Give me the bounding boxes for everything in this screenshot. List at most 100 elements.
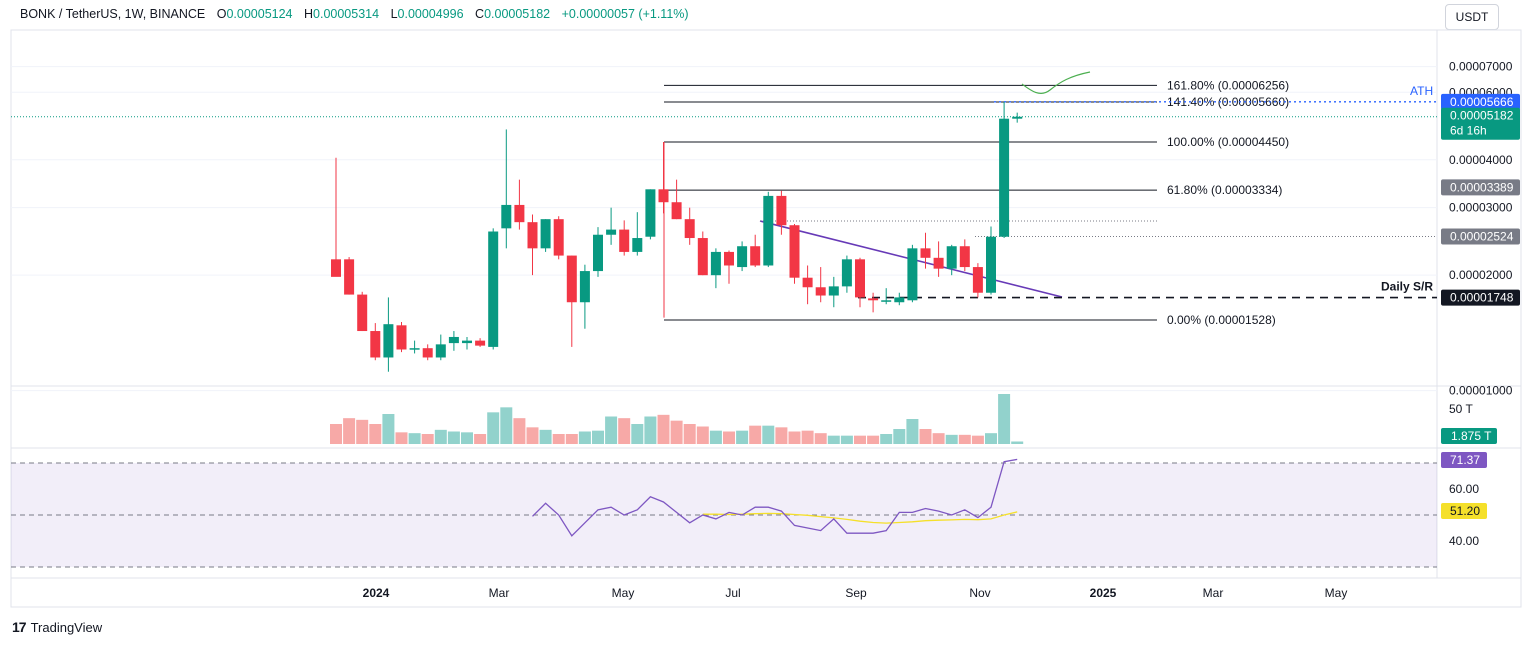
- volume-bar: [670, 420, 683, 444]
- candle-body: [986, 236, 996, 293]
- candle-body: [697, 238, 708, 276]
- candle-body: [868, 298, 879, 301]
- rsi-label-bg: [1441, 452, 1487, 468]
- candle-body: [593, 234, 603, 272]
- volume-bar: [998, 394, 1011, 444]
- time-axis-tick: Mar: [1203, 586, 1224, 600]
- candle-body: [357, 294, 368, 332]
- candle-body: [750, 246, 761, 266]
- price-label-bg: [1441, 289, 1520, 306]
- volume-label-bg: [1441, 428, 1497, 444]
- rsi-axis-tick: 40.00: [1449, 534, 1479, 548]
- candle-body: [488, 231, 499, 347]
- volume-bar: [487, 412, 500, 444]
- candle-body: [724, 251, 734, 266]
- volume-bar: [578, 431, 591, 444]
- volume-bar: [500, 407, 513, 444]
- candle-body: [383, 324, 394, 358]
- candle-body: [409, 348, 420, 350]
- projection-curve: [1021, 71, 1091, 94]
- price-axis-tick: 0.00003000: [1449, 201, 1513, 215]
- volume-bar: [880, 434, 893, 444]
- rsi-line: [532, 458, 1018, 537]
- high-value: 0.00005314: [313, 7, 380, 21]
- price-label-bg: [1441, 179, 1520, 196]
- volume-bar: [421, 434, 434, 444]
- candle-body: [658, 189, 669, 203]
- fib-level-label: 61.80% (0.00003334): [1167, 183, 1282, 197]
- close-label: C: [475, 7, 485, 21]
- volume-bar: [644, 416, 657, 444]
- candle-body: [579, 271, 590, 303]
- candle-body: [815, 287, 826, 296]
- volume-bar: [762, 425, 775, 444]
- tradingview-branding: 17 TradingView: [12, 619, 102, 635]
- chart-header: BONK / TetherUS, 1W, BINANCE O0.00005124…: [20, 7, 689, 21]
- candle-body: [710, 251, 721, 276]
- candle-body: [881, 300, 892, 302]
- volume-bar: [592, 430, 604, 444]
- candle-body: [396, 325, 407, 350]
- volume-bar: [395, 432, 408, 444]
- volume-bar: [906, 419, 919, 444]
- volume-axis-tick: 50 T: [1449, 402, 1473, 416]
- volume-bar: [945, 434, 958, 444]
- volume-bar: [893, 429, 906, 444]
- open-label: O: [216, 7, 227, 21]
- volume-bar: [447, 431, 460, 444]
- volume-bar: [408, 433, 421, 444]
- volume-bar: [840, 435, 853, 444]
- volume-label: 1.875 T: [1451, 429, 1492, 443]
- price-label-countdown: 6d 16h: [1450, 124, 1487, 138]
- low-label: L: [390, 7, 398, 21]
- volume-bar: [605, 416, 618, 444]
- candle-body: [370, 331, 381, 358]
- volume-bar: [657, 414, 670, 444]
- daily-sr-label: Daily S/R: [1381, 280, 1433, 294]
- candle-body: [553, 219, 564, 256]
- volume-bar: [749, 425, 762, 444]
- candle-body: [959, 246, 970, 268]
- open-value: 0.00005124: [226, 7, 293, 21]
- candle-body: [645, 189, 656, 237]
- volume-bar: [565, 434, 578, 444]
- candle-body: [789, 225, 800, 278]
- volume-bar: [434, 429, 447, 444]
- volume-bar: [827, 435, 840, 444]
- volume-bar: [513, 418, 526, 444]
- candle-body: [475, 340, 486, 346]
- volume-bar: [356, 419, 369, 444]
- price-axis-tick: 0.00001000: [1449, 384, 1513, 398]
- high-label: H: [304, 7, 314, 21]
- price-label-bg: [1441, 107, 1520, 140]
- candle-body: [514, 204, 525, 223]
- candle-body: [619, 229, 630, 252]
- volume-bar: [958, 434, 971, 444]
- volume-bar: [919, 429, 932, 444]
- price-axis-tick: 0.00007000: [1449, 60, 1513, 74]
- volume-bar: [343, 418, 356, 444]
- candle-body: [462, 340, 472, 344]
- currency-button[interactable]: USDT: [1445, 4, 1499, 30]
- tradingview-icon: 17: [12, 619, 27, 635]
- price-label-bg: [1441, 228, 1520, 245]
- symbol-title: BONK / TetherUS, 1W, BINANCE: [20, 7, 206, 21]
- candle-body: [435, 344, 446, 358]
- candle-body: [737, 246, 748, 268]
- rsi-label: 71.37: [1450, 453, 1480, 467]
- rsi-ma-label-bg: [1441, 503, 1487, 519]
- volume-bar: [696, 426, 709, 444]
- price-axis-tick: 0.00004000: [1449, 153, 1513, 167]
- volume-bar: [788, 431, 801, 444]
- volume-bar: [552, 434, 565, 444]
- volume-bar: [932, 433, 945, 444]
- price-label: 0.00001748: [1450, 291, 1514, 305]
- rsi-ma-line: [702, 511, 1018, 524]
- price-axis-tick: 0.00002000: [1449, 268, 1513, 282]
- change-value: +0.00000057 (+1.11%): [561, 7, 689, 21]
- volume-bar: [526, 427, 539, 444]
- candle-body: [344, 259, 355, 295]
- candle-body: [999, 118, 1010, 237]
- price-label: 0.00005666: [1450, 95, 1514, 109]
